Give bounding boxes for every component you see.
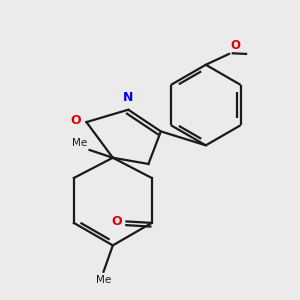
Text: Me: Me [96, 275, 111, 285]
Text: O: O [111, 215, 122, 228]
Text: Me: Me [72, 137, 87, 148]
Text: N: N [123, 91, 134, 104]
Text: O: O [231, 39, 241, 52]
Text: O: O [70, 114, 81, 127]
